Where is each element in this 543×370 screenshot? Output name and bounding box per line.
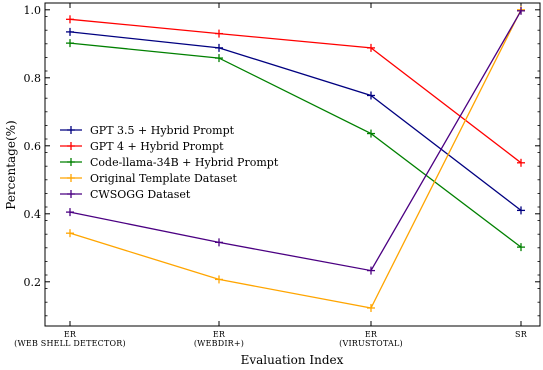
legend-item: Original Template Dataset: [60, 172, 237, 185]
legend-label: GPT 4 + Hybrid Prompt: [90, 140, 224, 153]
series-line: [69, 31, 522, 211]
data-point: [215, 54, 223, 63]
data-point: [215, 275, 223, 284]
x-tick-label: (WEBDIR+): [194, 339, 244, 348]
series-line: [69, 10, 522, 272]
data-point: [215, 43, 223, 52]
series-lines: [66, 5, 525, 312]
legend-label: Code-llama-34B + Hybrid Prompt: [90, 156, 279, 169]
legend-item: Code-llama-34B + Hybrid Prompt: [60, 156, 279, 169]
y-axis-title: Percentage(%): [4, 120, 18, 209]
series-line: [69, 9, 522, 309]
legend-item: CWSOGG Dataset: [60, 188, 191, 201]
axis-ticks: [45, 3, 540, 326]
x-tick-label: ER: [365, 330, 378, 339]
tick-labels: 0.20.40.60.81.0ER(WEB SHELL DETECTOR)ER(…: [14, 4, 528, 348]
legend-label: CWSOGG Dataset: [90, 188, 191, 201]
data-point: [66, 27, 74, 36]
data-point: [367, 43, 375, 52]
y-tick-label: 0.4: [24, 208, 42, 221]
x-axis-title: Evaluation Index: [241, 353, 344, 367]
data-point: [367, 91, 375, 100]
data-point: [215, 29, 223, 38]
data-point: [517, 158, 525, 167]
data-point: [517, 6, 525, 15]
y-tick-label: 0.2: [24, 276, 42, 289]
legend-item: GPT 3.5 + Hybrid Prompt: [60, 124, 235, 137]
data-point: [66, 229, 74, 238]
legend-label: GPT 3.5 + Hybrid Prompt: [90, 124, 235, 137]
data-point: [66, 15, 74, 24]
data-point: [66, 39, 74, 48]
legend-item: GPT 4 + Hybrid Prompt: [60, 140, 224, 153]
y-tick-label: 1.0: [24, 4, 42, 17]
data-point: [367, 266, 375, 275]
y-tick-label: 0.8: [24, 72, 42, 85]
plot-frame: [44, 2, 541, 327]
y-tick-label: 0.6: [24, 140, 42, 153]
data-point: [367, 129, 375, 138]
x-tick-label: SR: [515, 330, 528, 339]
data-point: [215, 238, 223, 247]
series-line: [69, 42, 522, 248]
data-point: [66, 208, 74, 217]
data-point: [367, 303, 375, 312]
data-point: [517, 206, 525, 215]
x-tick-label: (VIRUSTOTAL): [339, 339, 403, 348]
legend-label: Original Template Dataset: [90, 172, 237, 185]
data-point: [517, 243, 525, 252]
legend: GPT 3.5 + Hybrid Prompt GPT 4 + Hybrid Pr…: [60, 124, 279, 201]
x-tick-label: ER: [64, 330, 77, 339]
series-line: [69, 18, 522, 164]
x-tick-label: (WEB SHELL DETECTOR): [14, 339, 126, 348]
x-tick-label: ER: [213, 330, 226, 339]
